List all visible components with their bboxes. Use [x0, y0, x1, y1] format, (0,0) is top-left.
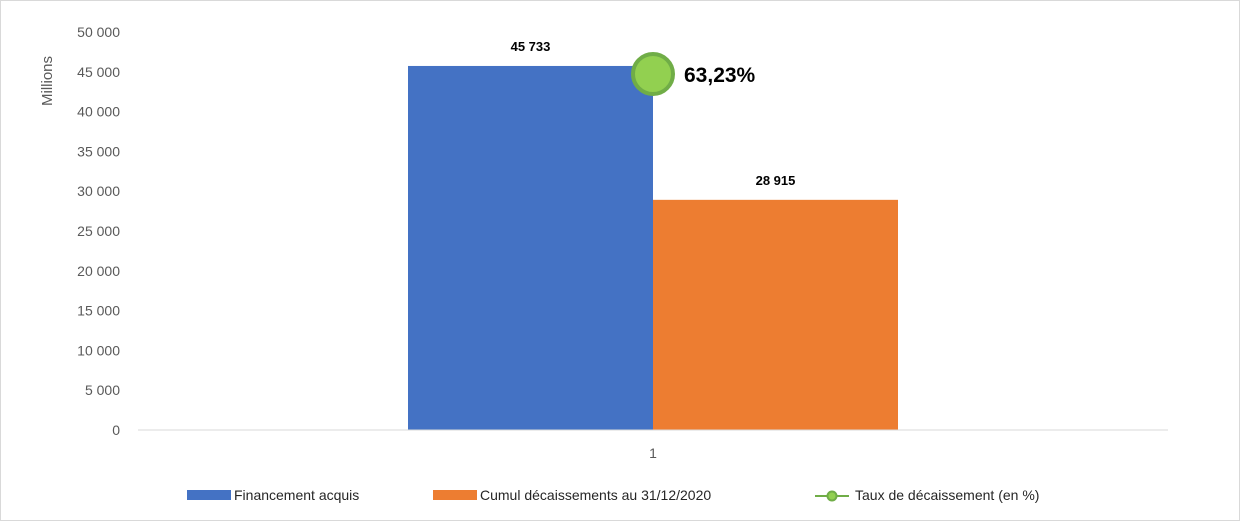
y-tick-label: 0	[112, 422, 120, 438]
legend-swatch-cumul	[433, 490, 477, 500]
legend-label-cumul: Cumul décaissements au 31/12/2020	[480, 487, 711, 503]
y-tick-label: 45 000	[77, 64, 120, 80]
legend-swatch-financement	[187, 490, 231, 500]
x-axis: 1	[649, 445, 657, 461]
y-tick-label: 40 000	[77, 104, 120, 120]
bar-data-label: 45 733	[511, 39, 551, 54]
rate-marker: 63,23%	[631, 52, 756, 96]
legend-marker-taux	[826, 490, 838, 502]
y-tick-label: 50 000	[77, 24, 120, 40]
bars: 45 733 28 915	[408, 39, 898, 430]
y-tick-label: 25 000	[77, 223, 120, 239]
legend: Financement acquis Cumul décaissements au…	[187, 487, 1039, 503]
bar	[408, 65, 653, 430]
rate-point	[631, 52, 675, 96]
bar	[653, 199, 898, 430]
y-tick-label: 5 000	[85, 382, 120, 398]
y-axis-title: Millions	[39, 56, 56, 106]
legend-label-financement: Financement acquis	[234, 487, 359, 503]
y-tick-label: 15 000	[77, 303, 120, 319]
rate-data-label: 63,23%	[684, 64, 756, 87]
legend-label-taux: Taux de décaissement (en %)	[855, 487, 1039, 503]
y-tick-label: 35 000	[77, 143, 120, 159]
bar-data-label: 28 915	[756, 173, 796, 188]
x-tick-label: 1	[649, 445, 657, 461]
y-tick-label: 20 000	[77, 263, 120, 279]
y-axis: 0 5 000 10 000 15 000 20 000 25 000 30 000 35 0…	[77, 24, 120, 438]
y-tick-label: 10 000	[77, 342, 120, 358]
y-tick-label: 30 000	[77, 183, 120, 199]
